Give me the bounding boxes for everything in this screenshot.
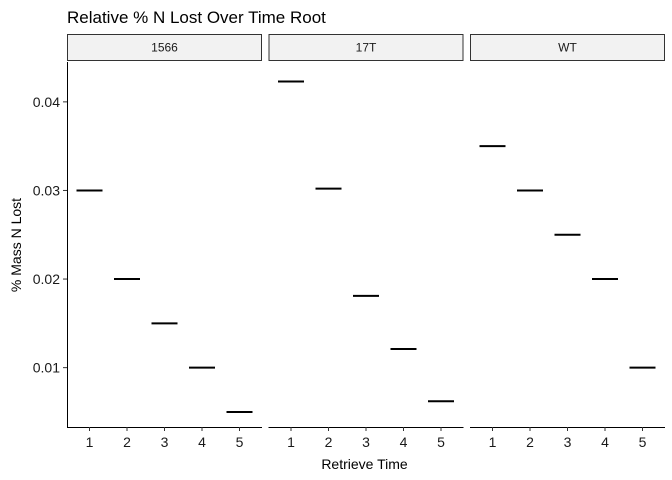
chart-title: Relative % N Lost Over Time Root — [67, 8, 326, 27]
facet-strip — [268, 34, 464, 61]
x-tick-label: 2 — [325, 434, 333, 450]
facet-panel-1566: 1566 1 2 3 4 5 — [67, 34, 262, 450]
x-tick-label: 3 — [564, 434, 572, 450]
x-tick-label: 5 — [236, 434, 244, 450]
x-tick-label: 2 — [526, 434, 534, 450]
x-tick-label: 1 — [489, 434, 497, 450]
x-tick-label: 1 — [287, 434, 295, 450]
facet-strip-label: 1566 — [151, 41, 178, 55]
y-axis: 0.01 0.02 0.03 0.04 — [33, 62, 68, 427]
x-tick-label: 5 — [437, 434, 445, 450]
x-tick-label: 4 — [198, 434, 206, 450]
facet-panel-17T: 17T 1 2 3 4 5 — [268, 34, 464, 450]
facet-strip — [67, 34, 262, 61]
x-tick-label: 5 — [639, 434, 647, 450]
facet-strip-label: 17T — [356, 41, 377, 55]
y-tick-label: 0.01 — [33, 360, 60, 376]
facet-strip — [470, 34, 665, 61]
x-tick-label: 2 — [123, 434, 131, 450]
y-tick-label: 0.03 — [33, 182, 60, 198]
facet-panels: 1566 1 2 3 4 5 17T 1 2 3 4 5 WT 1 2 3 4 5 — [67, 34, 665, 450]
x-tick-label: 3 — [161, 434, 169, 450]
x-tick-label: 1 — [86, 434, 94, 450]
facet-strip-label: WT — [558, 41, 577, 55]
facet-panel-WT: WT 1 2 3 4 5 — [470, 34, 665, 450]
y-axis-title: % Mass N Lost — [8, 198, 24, 292]
y-tick-label: 0.02 — [33, 271, 60, 287]
y-tick-label: 0.04 — [33, 94, 60, 110]
x-tick-label: 3 — [362, 434, 370, 450]
x-axis-title: Retrieve Time — [321, 456, 408, 472]
x-tick-label: 4 — [601, 434, 609, 450]
x-tick-label: 4 — [400, 434, 408, 450]
